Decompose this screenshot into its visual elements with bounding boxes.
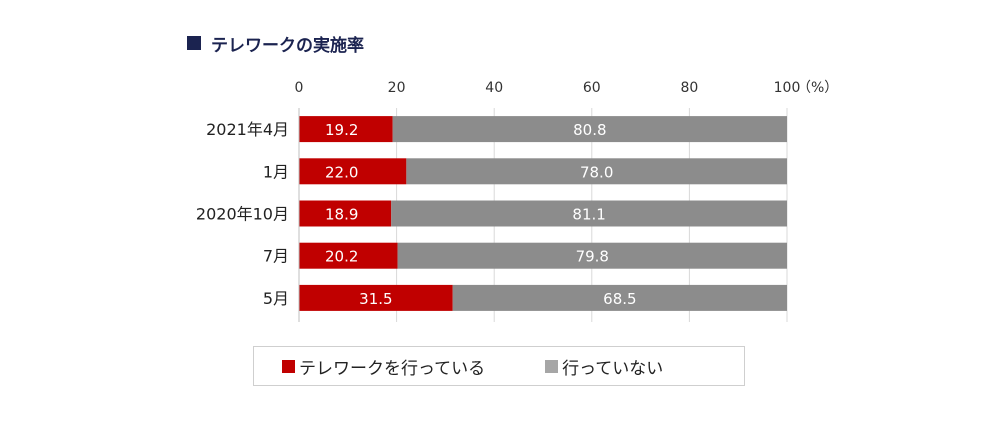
data-label: 20.2 xyxy=(325,248,358,266)
bar-teleworking xyxy=(299,158,407,185)
legend-item-teleworking: テレワークを行っている xyxy=(282,354,485,379)
bar-not-teleworking xyxy=(392,116,787,143)
bar-not-teleworking xyxy=(397,242,787,269)
bar-not-teleworking xyxy=(391,200,787,227)
bar-teleworking xyxy=(299,116,393,143)
bar-teleworking xyxy=(299,200,392,227)
unit-label: （%） xyxy=(797,80,839,96)
legend-swatch-teleworking xyxy=(282,359,295,373)
legend-swatch-not-teleworking xyxy=(545,359,559,373)
chart-title-text: テレワークの実施率 xyxy=(211,35,364,56)
category-label: 2020年10月 xyxy=(196,205,289,224)
x-tick-label: 0 xyxy=(295,80,304,96)
bar-not-teleworking xyxy=(406,158,787,185)
data-label: 19.2 xyxy=(325,121,358,139)
data-label: 68.5 xyxy=(603,290,636,308)
legend: テレワークを行っている 行っていない xyxy=(253,346,745,386)
category-label: 7月 xyxy=(263,247,289,266)
category-label: 2021年4月 xyxy=(206,120,289,139)
legend-label-teleworking: テレワークを行っている xyxy=(299,358,486,379)
bar-teleworking xyxy=(299,242,398,269)
data-label: 22.0 xyxy=(325,163,358,181)
data-label: 31.5 xyxy=(359,290,392,308)
title-square-icon xyxy=(187,36,201,50)
chart-title: テレワークの実施率 xyxy=(187,31,364,56)
x-tick-label: 20 xyxy=(388,80,406,96)
data-label: 18.9 xyxy=(325,206,358,224)
data-label: 79.8 xyxy=(576,248,609,266)
category-label: 1月 xyxy=(263,162,289,181)
x-tick-label: 40 xyxy=(485,80,503,96)
category-label: 5月 xyxy=(263,289,289,308)
bar-not-teleworking xyxy=(452,284,787,311)
data-label: 78.0 xyxy=(580,163,613,181)
legend-item-not-teleworking: 行っていない xyxy=(545,354,663,379)
x-tick-label: 100 xyxy=(774,80,801,96)
data-label: 80.8 xyxy=(573,121,606,139)
x-tick-label: 80 xyxy=(680,80,698,96)
x-tick-label: 60 xyxy=(583,80,601,96)
bar-teleworking xyxy=(299,284,453,311)
data-label: 81.1 xyxy=(572,206,605,224)
legend-label-not-teleworking: 行っていない xyxy=(562,358,664,379)
